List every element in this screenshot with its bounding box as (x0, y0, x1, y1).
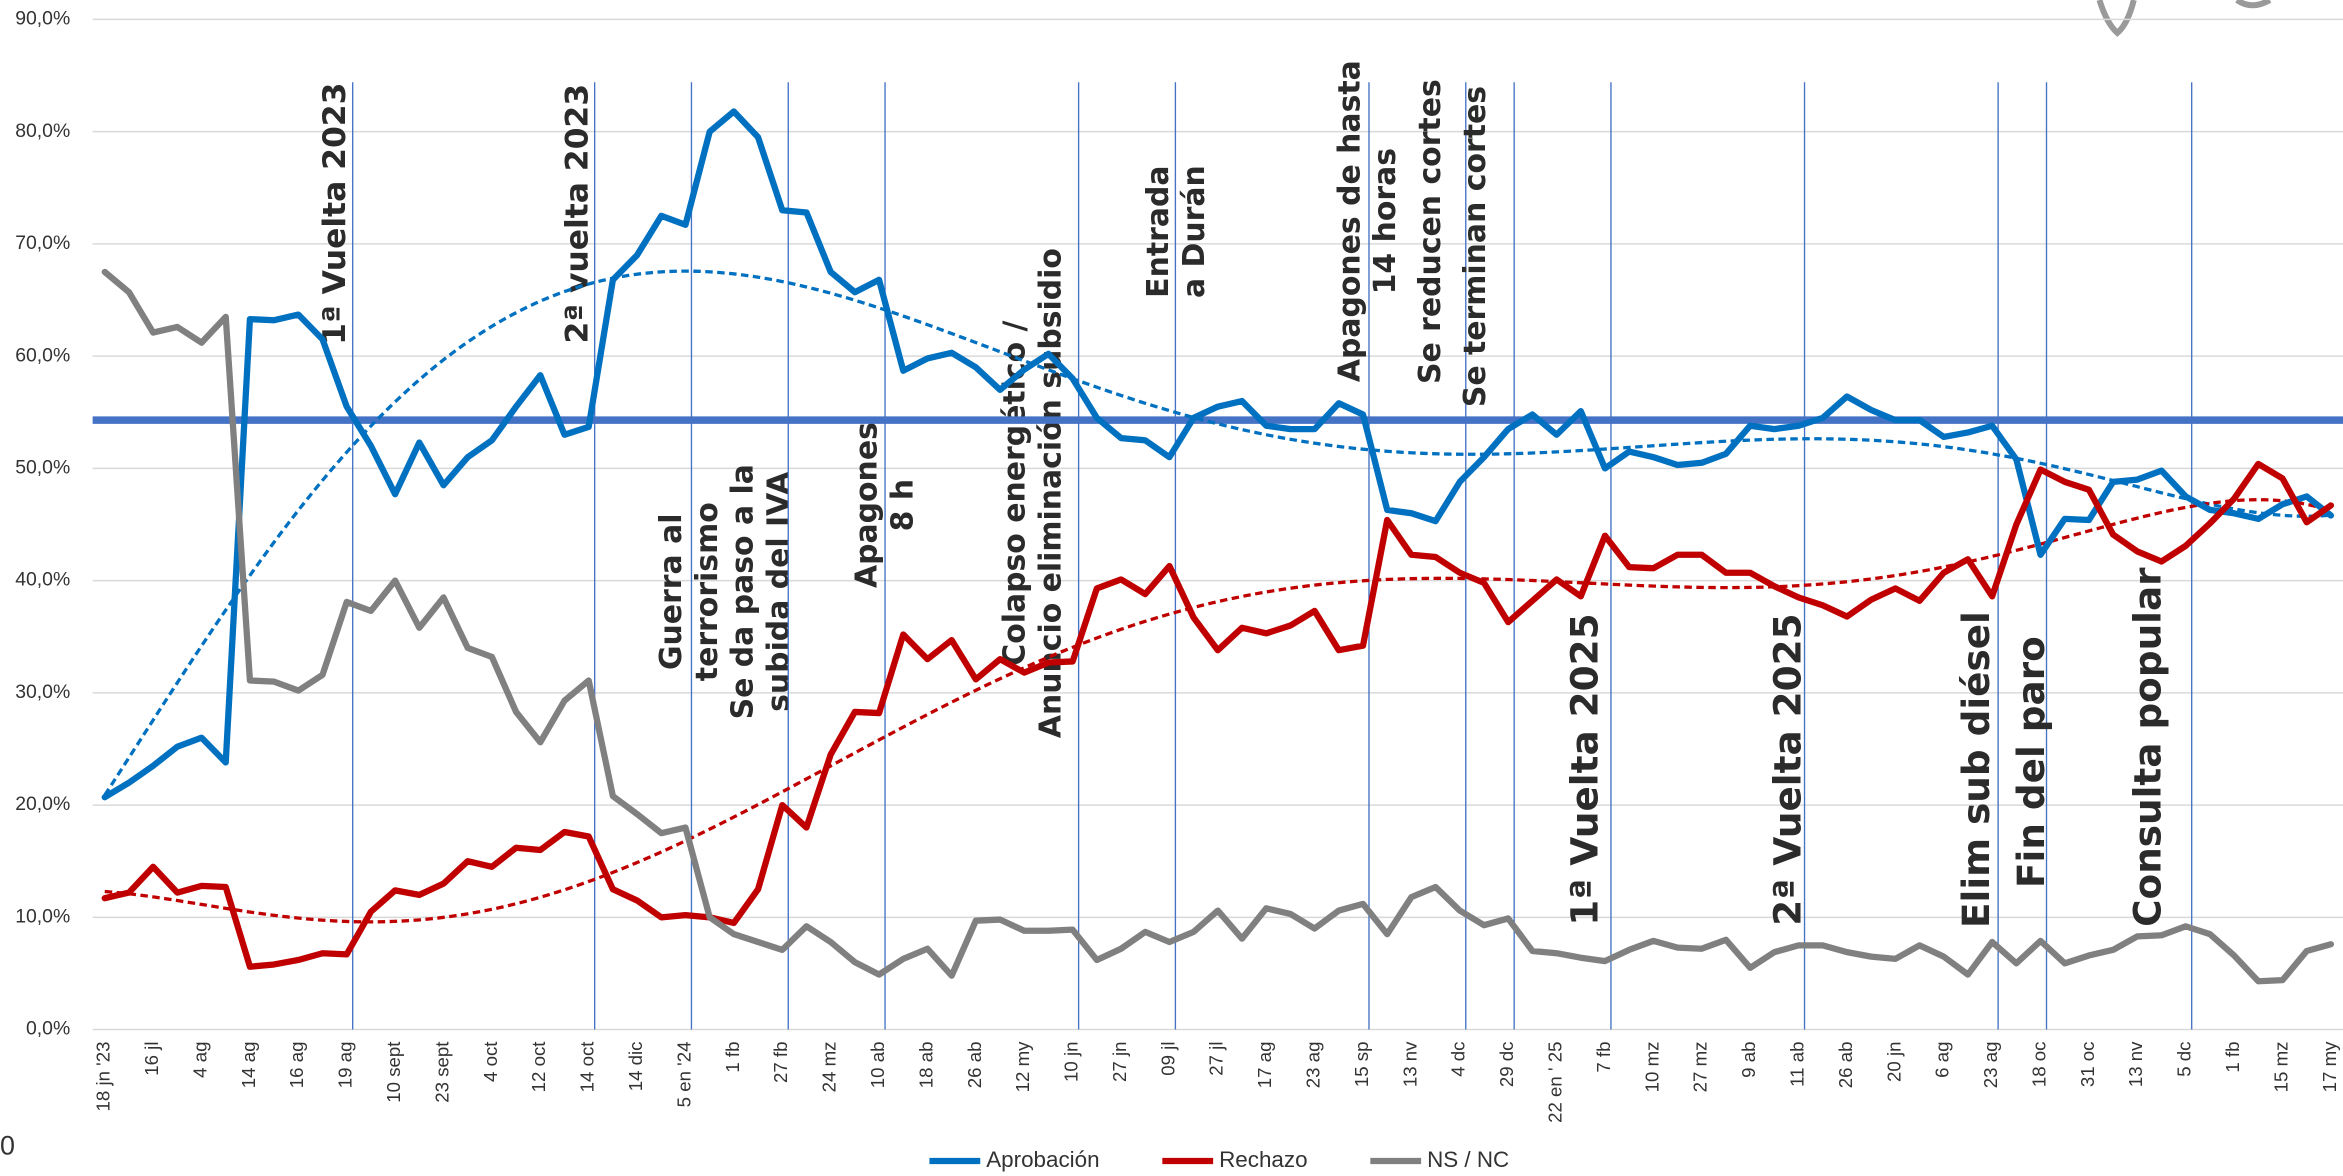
series-line (101, 108, 2335, 801)
event-label: Guerra al (654, 513, 689, 669)
event-label: Entrada (1141, 165, 1176, 297)
y-tick-label: 80,0% (15, 120, 70, 142)
x-tick-label: 9 ab (1738, 1042, 1759, 1078)
x-tick-label: 27 jn (1109, 1042, 1130, 1082)
y-tick-label: 10,0% (15, 905, 70, 927)
x-tick-label: 20 jn (1883, 1042, 1904, 1082)
x-tick-label: 18 oc (2028, 1042, 2049, 1088)
event-label: a Durán (1177, 165, 1212, 298)
y-tick-label: 40,0% (15, 569, 70, 591)
x-tick-label: 15 sp (1351, 1042, 1372, 1088)
event-label: Se terminan cortes (1458, 86, 1493, 407)
legend-label: NS / NC (1427, 1147, 1509, 1172)
event-label: 2ª vuelta 2023 (559, 84, 595, 344)
event-label: 8 h (886, 479, 921, 531)
y-tick-label: 0,0% (26, 1018, 70, 1040)
x-tick-label: 31 oc (2077, 1042, 2098, 1088)
x-tick-label: 10 sept (383, 1041, 404, 1103)
x-tick-label: 14 oct (577, 1041, 598, 1093)
x-tick-label: 29 dc (1496, 1042, 1517, 1088)
event-label: Consulta popular (2126, 567, 2170, 927)
event-label: terrorismo (690, 502, 725, 681)
corner-text: 0 (0, 1131, 15, 1161)
x-tick-label: 4 oct (480, 1041, 501, 1082)
y-tick-label: 20,0% (15, 793, 70, 815)
events: 1ª Vuelta 2023 2ª vuelta 2023 Guerra al ter… (317, 60, 2193, 1030)
x-tick-label: 13 nv (2125, 1041, 2146, 1087)
x-tick-label: 15 mz (2270, 1042, 2291, 1093)
legend-label: Aprobación (986, 1147, 1099, 1172)
x-tick-label: 24 mz (819, 1042, 840, 1093)
x-tick-label: 23 ag (1980, 1042, 2001, 1089)
x-tick-label: 12 my (1012, 1041, 1033, 1092)
event-label: Apagones de hasta (1332, 60, 1367, 382)
event-label: 1ª Vuelta 2025 (1562, 613, 1606, 925)
x-tick-label: 10 mz (1641, 1042, 1662, 1093)
x-tick-label: 14 dic (625, 1042, 646, 1092)
x-tick-label: 5 dc (2174, 1042, 2195, 1077)
x-tick-label: 17 ag (1254, 1042, 1275, 1089)
event-label: 1ª Vuelta 2023 (317, 83, 353, 345)
trendline (103, 269, 2332, 797)
x-tick-label: 14 ag (238, 1042, 259, 1089)
x-tick-label: 23 sept (431, 1041, 452, 1103)
y-tick-label: 90,0% (15, 8, 70, 30)
x-tick-label: 12 oct (528, 1041, 549, 1093)
x-tick-label: 23 ag (1303, 1042, 1324, 1089)
x-tick-label: 27 jl (1206, 1042, 1227, 1076)
y-tick-label: 30,0% (15, 681, 70, 703)
event-label: 2ª Vuelta 2025 (1766, 613, 1810, 925)
event-label: Se da paso a la (726, 464, 761, 719)
event-label: Se reducen cortes (1413, 79, 1448, 384)
event-label: 14 horas (1368, 148, 1403, 294)
x-tick-label: 13 nv (1399, 1041, 1420, 1087)
x-tick-label: 09 jl (1157, 1042, 1178, 1076)
series-line (101, 460, 2335, 970)
y-tick-label: 50,0% (15, 457, 70, 479)
event-label: subida del IVA (762, 472, 797, 712)
event-label: Colapso energético / (998, 320, 1033, 665)
x-tick-label: 16 jl (141, 1042, 162, 1076)
x-tick-label: 4 dc (1448, 1042, 1469, 1077)
x-tick-label: 7 fb (1593, 1042, 1614, 1073)
y-tick-label: 70,0% (15, 232, 70, 254)
x-tick-label: 18 jn '23 (93, 1042, 114, 1112)
x-tick-label: 26 ab (964, 1042, 985, 1089)
x-tick-label: 10 ab (867, 1042, 888, 1089)
x-tick-label: 27 fb (770, 1042, 791, 1084)
series-line (101, 268, 2335, 985)
x-tick-label: 26 ab (1835, 1042, 1856, 1089)
event-label: Apagones (850, 422, 885, 588)
x-tick-label: 11 ab (1786, 1042, 1807, 1087)
event-label: Fin del paro (2009, 636, 2053, 888)
x-tick-label: 22 en ' 25 (1545, 1042, 1566, 1123)
x-tick-label: 18 ab (915, 1042, 936, 1089)
y-tick-label: 60,0% (15, 344, 70, 366)
x-tick-label: 6 ag (1932, 1042, 1953, 1078)
event-label: Elim sub diésel (1954, 611, 1998, 928)
x-tick-label: 10 jn (1061, 1042, 1082, 1082)
x-tick-label: 1 fb (2222, 1042, 2243, 1073)
x-tick-label: 17 my (2319, 1041, 2340, 1092)
legend-label: Rechazo (1219, 1147, 1307, 1172)
x-tick-label: 4 ag (189, 1042, 210, 1078)
x-tick-label: 16 ag (286, 1042, 307, 1089)
logo-fragment (2096, 0, 2137, 37)
x-tick-label: 1 fb (722, 1042, 743, 1073)
x-tick-label: 5 en '24 (673, 1042, 694, 1108)
x-tick-label: 19 ag (335, 1042, 356, 1089)
logo-fragment (2235, 0, 2272, 9)
x-tick-label: 27 mz (1690, 1042, 1711, 1093)
